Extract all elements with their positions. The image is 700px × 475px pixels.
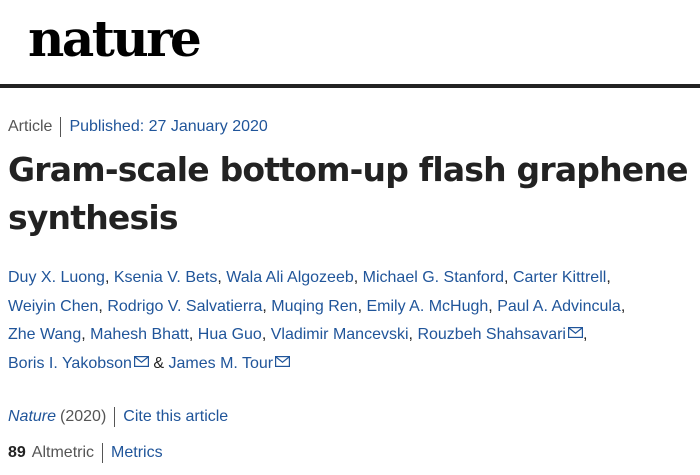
author-name-link[interactable]: Boris I. Yakobson — [8, 354, 132, 372]
author-name-link[interactable]: Rouzbeh Shahsavari — [417, 326, 566, 344]
author-name-link[interactable]: Zhe Wang — [8, 326, 82, 344]
article-type: Article — [8, 118, 53, 135]
author-name-link[interactable]: Michael G. Stanford — [362, 269, 505, 286]
author-item: Zhe Wang, — [8, 326, 86, 343]
journal-name[interactable]: Nature — [8, 408, 57, 425]
author-item: Weiyin Chen, — [8, 298, 103, 315]
altmetric-count: 89 — [8, 444, 26, 461]
author-item: Carter Kittrell, — [513, 269, 611, 286]
author-comma: , — [582, 326, 588, 344]
author-comma: , — [262, 297, 267, 315]
site-header: nature — [0, 0, 700, 88]
cite-this-article-link[interactable]: Cite this article — [123, 408, 229, 425]
author-name-link[interactable]: Mahesh Bhatt — [90, 326, 189, 344]
author-name-link[interactable]: Rodrigo V. Salvatierra — [107, 297, 263, 315]
envelope-icon[interactable] — [567, 327, 583, 339]
author-comma: , — [98, 297, 103, 315]
author-item: Duy X. Luong, — [8, 269, 109, 286]
author-name-link[interactable]: Paul A. Advincula — [497, 297, 621, 315]
nature-logo[interactable]: nature — [28, 9, 202, 68]
article-meta: Article Published: 27 January 2020 — [8, 116, 268, 138]
author-comma: , — [357, 297, 363, 315]
author-name-link[interactable]: Ksenia V. Bets — [113, 269, 218, 286]
author-comma: , — [104, 269, 110, 286]
citation-row: Nature (2020) Cite this article — [8, 406, 228, 428]
author-comma: , — [488, 297, 493, 315]
author-item: Boris I. Yakobson & — [8, 355, 164, 372]
author-item: Paul A. Advincula, — [497, 298, 625, 315]
article-title: Gram-scale bottom-up flash graphene synt… — [8, 150, 688, 237]
author-item: Hua Guo, — [198, 326, 267, 343]
author-comma: , — [188, 326, 194, 344]
author-item: Emily A. McHugh, — [366, 298, 492, 315]
author-item: Ksenia V. Bets, — [114, 269, 222, 286]
author-comma: , — [261, 326, 267, 344]
envelope-icon[interactable] — [133, 355, 149, 367]
author-name-link[interactable]: Weiyin Chen — [8, 297, 99, 315]
author-name-link[interactable]: Carter Kittrell — [512, 269, 607, 286]
author-name-link[interactable]: Muqing Ren — [271, 297, 358, 315]
author-comma: , — [620, 297, 626, 315]
author-item: Rouzbeh Shahsavari, — [417, 326, 587, 343]
published-date: Published: 27 January 2020 — [69, 118, 268, 135]
author-item: Rodrigo V. Salvatierra, — [107, 298, 267, 315]
altmetric-label: Altmetric — [31, 444, 95, 461]
author-item: Muqing Ren, — [271, 298, 362, 315]
author-name-link[interactable]: Wala Ali Algozeeb — [226, 269, 354, 286]
author-list: Duy X. Luong, Ksenia V. Bets, Wala Ali A… — [8, 264, 696, 378]
author-item: James M. Tour — [169, 355, 291, 372]
author-comma: , — [353, 269, 359, 286]
author-name-link[interactable]: Duy X. Luong — [8, 269, 105, 286]
author-comma: , — [606, 269, 611, 286]
author-ampersand: & — [148, 354, 165, 372]
author-comma: , — [504, 269, 509, 286]
author-name-link[interactable]: Vladimir Mancevski — [270, 326, 409, 344]
author-item: Vladimir Mancevski, — [271, 326, 413, 343]
author-comma: , — [217, 269, 222, 286]
metrics-divider — [102, 443, 104, 463]
publication-year: (2020) — [60, 408, 107, 425]
author-comma: , — [81, 326, 86, 344]
author-name-link[interactable]: Emily A. McHugh — [366, 297, 489, 315]
author-name-link[interactable]: Hua Guo — [197, 326, 262, 344]
author-name-link[interactable]: James M. Tour — [168, 354, 274, 372]
author-comma: , — [408, 326, 413, 344]
cite-divider — [114, 407, 116, 427]
author-item: Wala Ali Algozeeb, — [226, 269, 358, 286]
metrics-row: 89 Altmetric Metrics — [8, 442, 163, 464]
author-item: Michael G. Stanford, — [363, 269, 509, 286]
author-item: Mahesh Bhatt, — [90, 326, 193, 343]
meta-divider — [60, 117, 62, 137]
envelope-icon[interactable] — [275, 355, 291, 367]
metrics-link[interactable]: Metrics — [111, 444, 163, 461]
